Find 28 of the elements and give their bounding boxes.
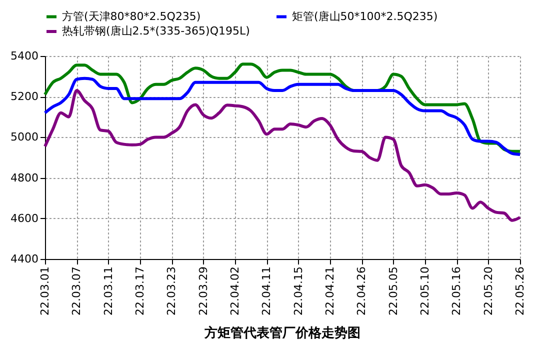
- x-tick-label: 22.04.15: [292, 266, 305, 316]
- x-tick-label: 22.03.07: [70, 266, 84, 316]
- y-tick-label: 4400: [10, 252, 38, 266]
- x-tick-label: 22.05.26: [514, 266, 526, 316]
- x-tick-label: 22.03.11: [102, 266, 115, 316]
- legend-label: 矩管(唐山50*100*2.5Q235): [292, 10, 438, 23]
- y-tick-label: 5400: [10, 50, 38, 62]
- x-tick-label: 22.03.29: [196, 266, 210, 316]
- x-tick-label: 22.03.01: [38, 266, 52, 316]
- legend-label: 方管(天津80*80*2.5Q235): [62, 10, 201, 23]
- y-tick-label: 4600: [10, 212, 38, 225]
- legend-label: 热轧带钢(唐山2.5*(335-365)Q195L): [62, 24, 250, 38]
- x-tick-label: 22.05.16: [450, 266, 464, 316]
- x-tick-label: 22.04.11: [260, 266, 274, 316]
- y-tick-label: 5000: [10, 130, 38, 144]
- x-tick-label: 22.04.21: [324, 266, 336, 316]
- x-tick-label: 22.03.17: [134, 266, 146, 316]
- x-tick-label: 22.04.26: [355, 266, 368, 316]
- y-tick-label: 4800: [10, 171, 38, 184]
- x-tick-label: 22.03.23: [165, 266, 178, 316]
- y-tick-label: 5200: [10, 90, 38, 104]
- x-tick-label: 22.05.10: [418, 266, 432, 316]
- x-tick-label: 22.05.20: [482, 266, 495, 316]
- text: 方矩管代表管厂价格走势图: [204, 324, 360, 341]
- x-tick-label: 22.05.05: [386, 266, 400, 316]
- line-series: [44, 76, 522, 156]
- x-tick-label: 22.04.02: [228, 266, 242, 316]
- line-series: [44, 89, 522, 222]
